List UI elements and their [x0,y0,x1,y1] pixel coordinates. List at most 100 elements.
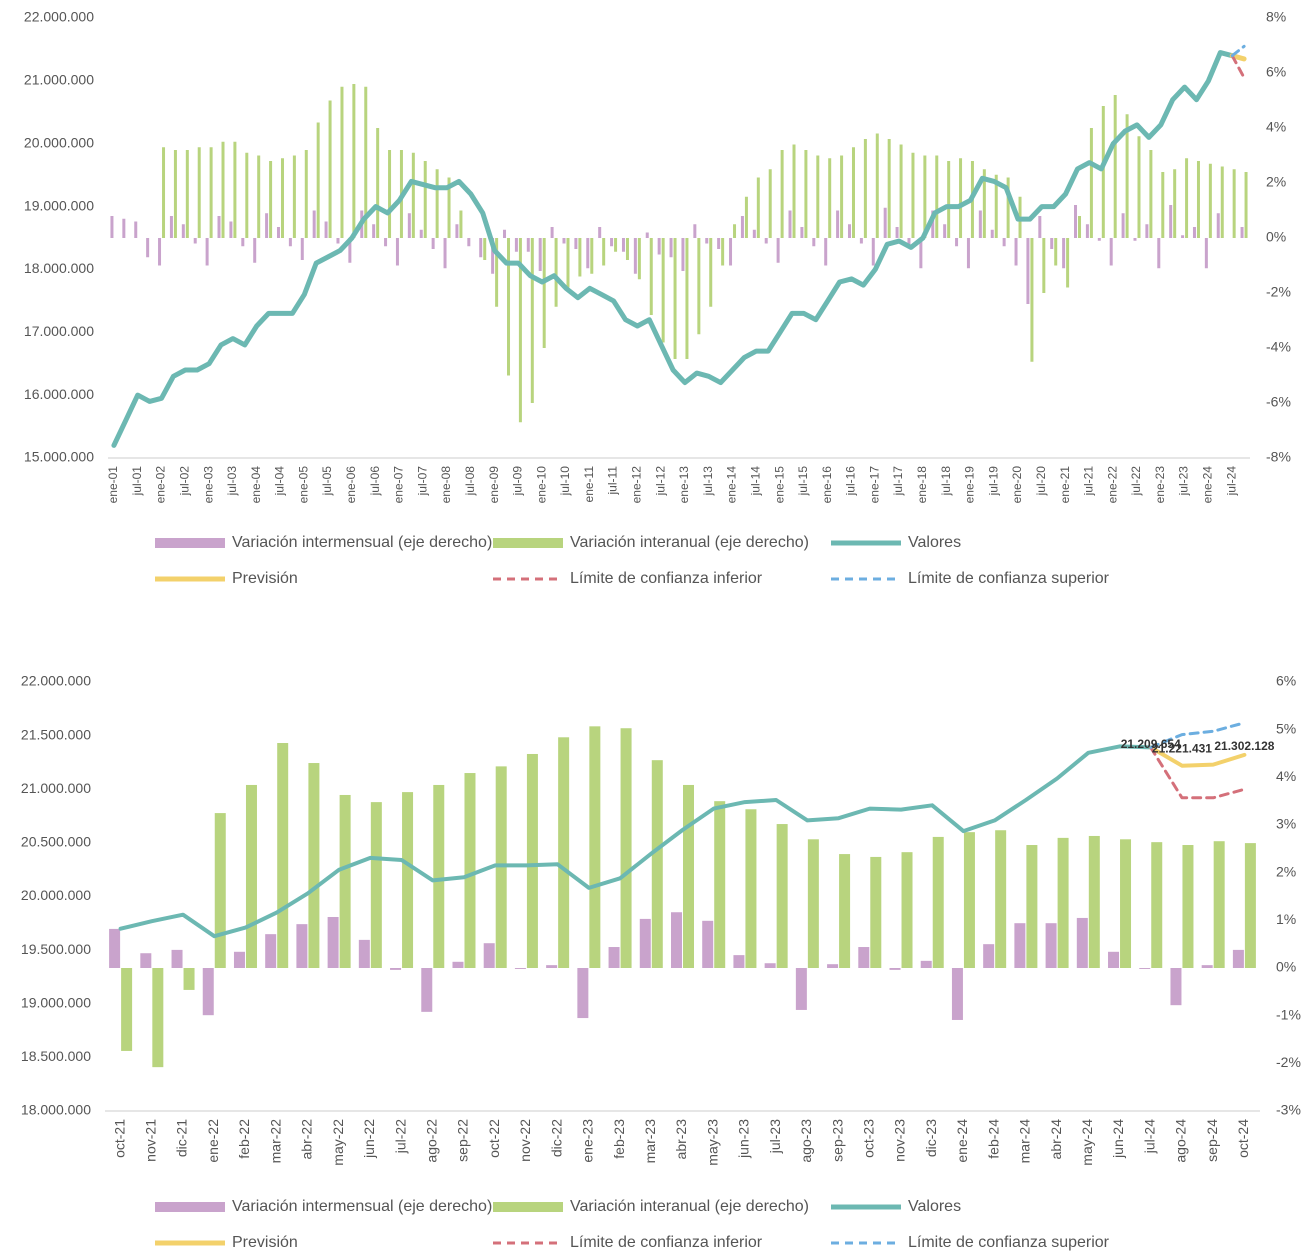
bar [931,210,935,238]
bar [467,238,471,247]
legend-label: Límite de confianza superior [908,570,1110,587]
legend-swatch [493,1202,563,1212]
x-tick-label: jul-17 [891,466,905,497]
bar [590,238,594,274]
x-tick-label: abr-23 [673,1119,689,1160]
bar [1216,213,1220,238]
bar [1208,163,1212,238]
x-tick-label: oct-24 [1235,1119,1251,1158]
bar [419,229,423,238]
bar [483,238,487,260]
x-tick-label: nov-23 [892,1119,908,1162]
y-tick-label: 21.000.000 [21,780,91,796]
line-series [1149,721,1246,749]
line-series [1230,44,1246,58]
x-tick-label: jul-22 [392,1119,408,1154]
y-tick-label: 16.000.000 [24,386,94,402]
bar [637,238,641,280]
bar [241,238,245,247]
bar [146,238,150,258]
bar [1045,923,1057,968]
bar [452,961,464,968]
y-tick-label: 19.500.000 [21,941,91,957]
y2-tick-label: 4% [1266,119,1286,135]
bar [1213,841,1225,968]
bar [994,174,998,238]
bar [205,238,209,266]
y2-tick-label: 0% [1276,959,1296,975]
bar [122,218,126,238]
x-tick-label: may-24 [1079,1119,1095,1166]
bar [1133,238,1137,241]
bar [257,155,261,238]
line-series [111,50,1235,448]
bar [455,224,459,238]
bar [824,238,828,266]
bar [173,150,177,238]
legend-swatch [155,538,225,548]
bar [1089,128,1093,238]
bar [1192,227,1196,238]
bar [245,784,257,968]
bar [792,144,796,238]
bar [1181,235,1185,238]
x-tick-label: jul-08 [463,466,477,497]
bar [800,227,804,238]
bar [705,238,709,244]
bar [390,968,402,970]
y2-tick-label: -2% [1276,1054,1301,1070]
x-tick-label: jul-13 [701,466,715,497]
bar [193,238,197,244]
bar [740,216,744,238]
bar [978,210,982,238]
bar [943,224,947,238]
bar [358,939,370,968]
bar [702,920,714,968]
bar [421,968,433,1012]
bar [858,947,870,968]
bar [1076,917,1088,968]
bar [214,813,226,968]
x-tick-label: abr-22 [299,1119,315,1160]
x-tick-label: may-22 [330,1119,346,1166]
bar [828,158,832,238]
bar [277,743,289,968]
x-tick-label: ene-16 [820,466,834,504]
x-tick-label: jul-01 [130,466,144,497]
y-tick-label: 19.000.000 [21,994,91,1010]
y-tick-label: 17.000.000 [24,323,94,339]
bar [651,760,663,968]
bar [871,238,875,266]
bar [110,216,114,238]
bar [633,238,637,274]
x-tick-label: jun-22 [361,1119,377,1159]
line-series [1149,745,1246,800]
x-tick-label: sep-22 [455,1119,471,1162]
x-tick-label: jul-22 [1129,466,1143,497]
bar [152,968,164,1068]
x-tick-label: jul-05 [320,466,334,497]
bar [899,144,903,238]
legend-swatch [493,538,563,548]
bar [221,141,225,238]
y-tick-label: 21.000.000 [24,72,94,88]
bar [336,238,340,244]
bar [554,238,558,307]
x-tick-label: nov-22 [517,1119,533,1162]
annotation: 21.221.431 [1152,742,1212,756]
bar [685,238,689,359]
bar [1149,150,1153,238]
x-tick-label: mar-24 [1017,1119,1033,1164]
y2-tick-label: 6% [1276,673,1296,689]
bar [265,213,269,238]
legend-label: Límite de confianza superior [908,1234,1110,1251]
bar [639,918,651,968]
bar [574,238,578,249]
bar [388,150,392,238]
legend-label: Variación interanual (eje derecho) [570,1198,809,1215]
bar [717,238,721,249]
bar [447,177,451,238]
y2-tick-label: -8% [1266,449,1291,465]
bar [1054,238,1058,266]
bar [1182,845,1194,968]
